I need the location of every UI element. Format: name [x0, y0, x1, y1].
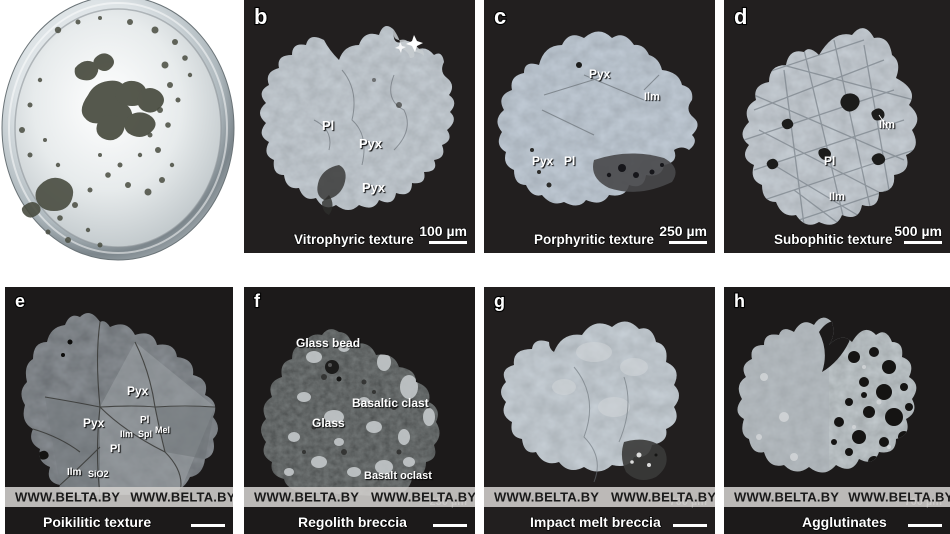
svg-text:Spl: Spl	[138, 429, 152, 439]
svg-text:Mel: Mel	[155, 425, 170, 435]
svg-text:SiO2: SiO2	[88, 469, 109, 479]
svg-text:Pl: Pl	[322, 118, 334, 133]
svg-text:Ilm: Ilm	[644, 91, 660, 103]
svg-text:Ilm: Ilm	[829, 191, 845, 203]
svg-text:Pyx: Pyx	[362, 180, 386, 195]
svg-text:Basaltic clast: Basaltic clast	[352, 396, 429, 410]
svg-text:Ilm: Ilm	[879, 119, 895, 131]
svg-text:Pl: Pl	[140, 415, 150, 426]
svg-text:Pl: Pl	[110, 443, 120, 455]
svg-text:Basalt oclast: Basalt oclast	[364, 470, 432, 482]
svg-text:Pyx: Pyx	[359, 136, 383, 151]
svg-text:Pyx: Pyx	[83, 416, 105, 430]
svg-text:Glass: Glass	[312, 416, 345, 430]
svg-text:Ilm: Ilm	[120, 429, 133, 439]
svg-text:Glass bead: Glass bead	[296, 336, 360, 350]
svg-text:Pl: Pl	[824, 154, 835, 168]
svg-text:Pyx: Pyx	[532, 154, 554, 168]
svg-text:Pl: Pl	[564, 154, 575, 168]
svg-text:Pyx: Pyx	[127, 384, 149, 398]
svg-text:Pyx: Pyx	[589, 67, 611, 81]
svg-text:Ilm: Ilm	[67, 467, 82, 478]
